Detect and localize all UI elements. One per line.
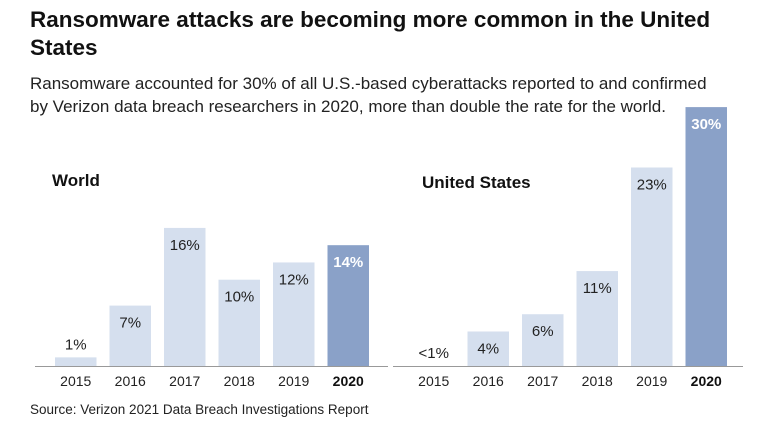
- world-tick-label-2015: 2015: [60, 373, 91, 389]
- us-value-label-2019: 23%: [637, 177, 667, 194]
- world-tick-label-2018: 2018: [224, 373, 255, 389]
- world-bar-2019: [273, 262, 315, 366]
- us-value-label-2020: 30%: [691, 116, 721, 133]
- us-tick-label-2018: 2018: [582, 373, 613, 389]
- world-bar-2020: [327, 245, 369, 366]
- us-bar-2020: [685, 107, 727, 366]
- us-tick-label-2017: 2017: [527, 373, 558, 389]
- world-tick-label-2016: 2016: [115, 373, 146, 389]
- world-bar-2017: [164, 227, 206, 366]
- us-value-label-2017: 6%: [532, 323, 554, 340]
- world-value-label-2018: 10%: [224, 289, 254, 306]
- world-bar-2016: [109, 305, 151, 366]
- us-bar-2018: [576, 271, 618, 366]
- world-panel-title: World: [52, 171, 100, 190]
- world-value-label-2020: 14%: [333, 254, 363, 271]
- world-value-label-2015: 1%: [65, 336, 87, 353]
- us-panel-title: United States: [422, 173, 531, 192]
- us-tick-label-2015: 2015: [418, 373, 449, 389]
- world-bar-2015: [55, 357, 97, 366]
- world-tick-label-2019: 2019: [278, 373, 309, 389]
- us-bar-2016: [467, 331, 509, 366]
- chart-title: Ransomware attacks are becoming more com…: [30, 7, 711, 60]
- world-tick-label-2020: 2020: [333, 373, 364, 389]
- world-tick-label-2017: 2017: [169, 373, 200, 389]
- world-value-label-2019: 12%: [279, 271, 309, 288]
- world-value-label-2017: 16%: [170, 237, 200, 254]
- us-tick-label-2016: 2016: [473, 373, 504, 389]
- us-value-label-2018: 11%: [583, 280, 612, 297]
- us-value-label-2016: 4%: [477, 340, 499, 357]
- us-value-label-2015: <1%: [419, 345, 449, 362]
- us-bar-2017: [522, 314, 564, 366]
- world-value-label-2016: 7%: [119, 315, 141, 332]
- us-tick-label-2019: 2019: [636, 373, 667, 389]
- chart-subtitle: Ransomware accounted for 30% of all U.S.…: [30, 74, 707, 116]
- us-bar-2019: [631, 167, 673, 366]
- us-tick-label-2020: 2020: [691, 373, 722, 389]
- world-bar-2018: [218, 279, 260, 366]
- source-note: Source: Verizon 2021 Data Breach Investi…: [30, 402, 369, 417]
